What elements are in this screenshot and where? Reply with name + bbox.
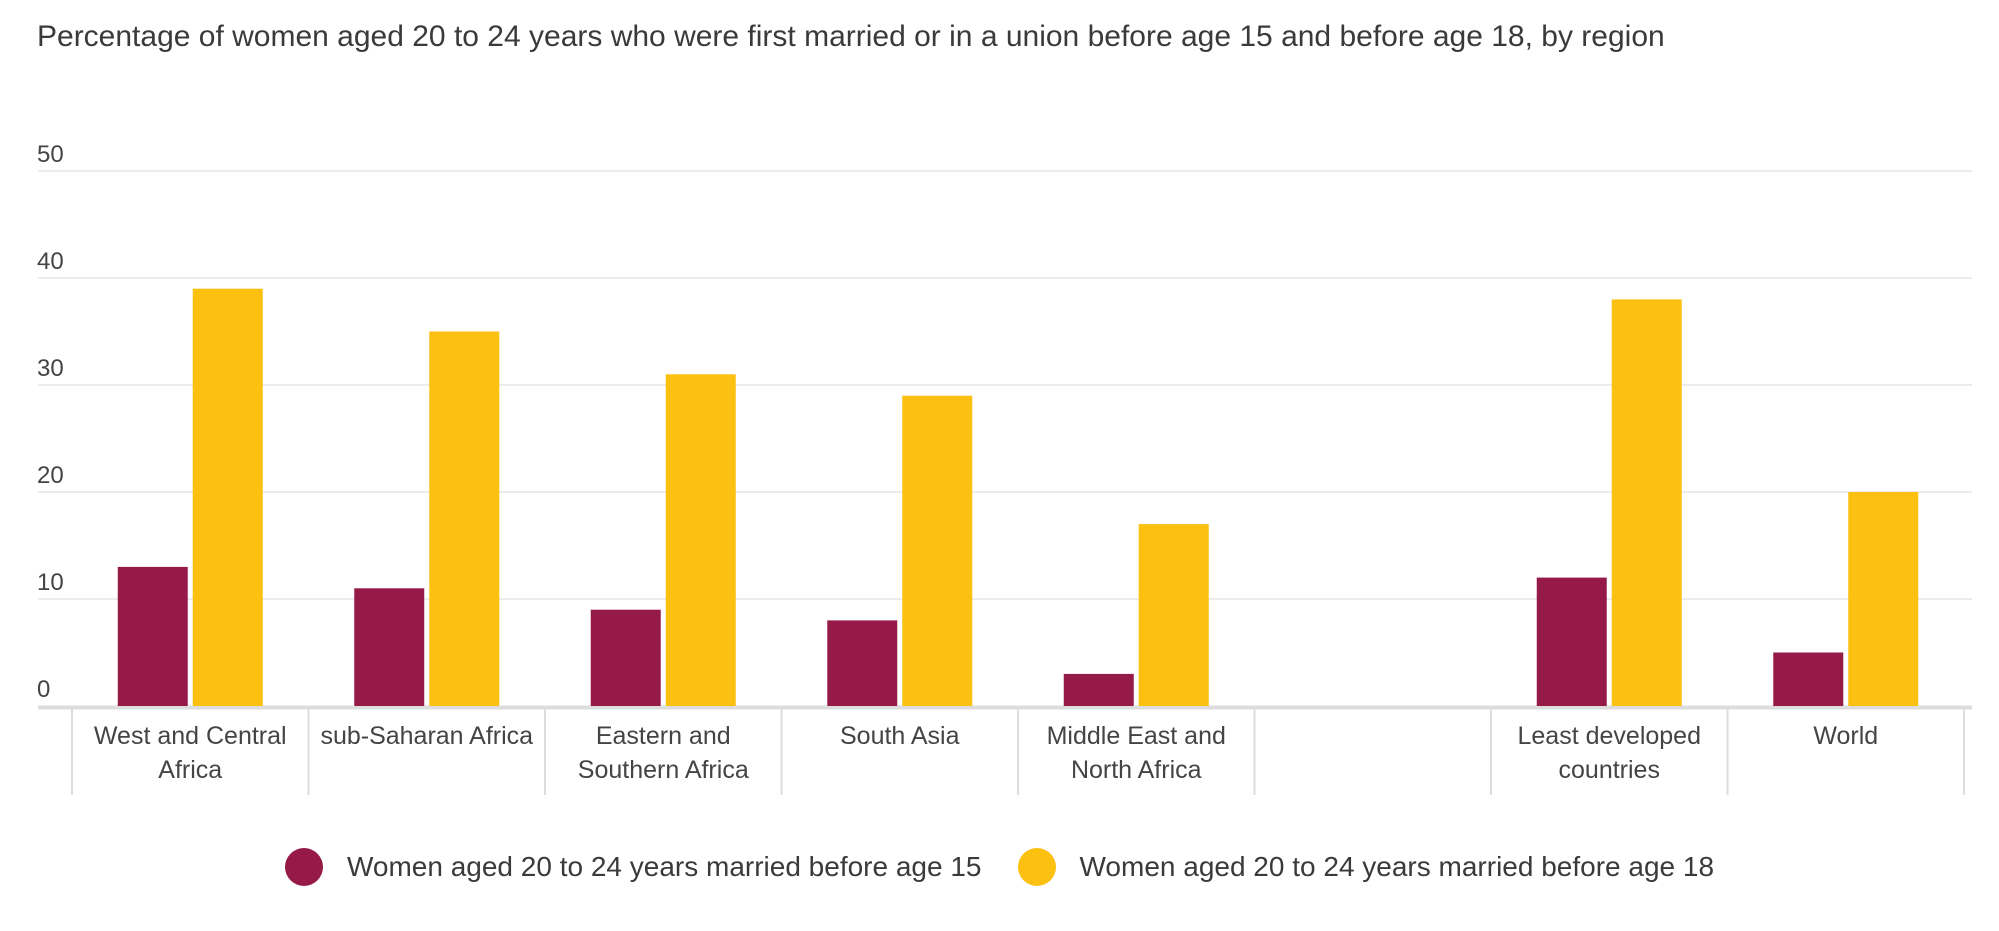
bar-before-15 bbox=[354, 588, 425, 706]
x-tick-label: West and Central bbox=[94, 722, 287, 750]
bar-before-18 bbox=[665, 374, 736, 706]
y-tick-label: 50 bbox=[37, 141, 64, 168]
x-tick-label: Africa bbox=[158, 756, 222, 784]
legend-swatch bbox=[1017, 848, 1056, 886]
y-tick-label: 30 bbox=[37, 355, 64, 382]
bar-before-15 bbox=[1773, 652, 1844, 706]
bar-before-18 bbox=[1611, 299, 1682, 706]
x-tick-label: South Asia bbox=[840, 722, 960, 750]
chart-title: Percentage of women aged 20 to 24 years … bbox=[37, 20, 1665, 53]
legend-label: Women aged 20 to 24 years married before… bbox=[346, 851, 982, 882]
x-tick-label: Middle East and bbox=[1047, 722, 1226, 750]
bar-before-18 bbox=[1848, 492, 1919, 706]
bar-before-18 bbox=[902, 395, 973, 706]
chart-legend: Women aged 20 to 24 years married before… bbox=[0, 848, 1999, 886]
legend-item: Women aged 20 to 24 years married before… bbox=[1017, 848, 1715, 886]
x-tick-label: North Africa bbox=[1071, 756, 1202, 784]
x-tick-label: Eastern and bbox=[596, 722, 731, 750]
bar-before-15 bbox=[117, 566, 188, 706]
legend-item: Women aged 20 to 24 years married before… bbox=[284, 848, 982, 886]
legend-swatch bbox=[284, 848, 323, 886]
y-tick-label: 20 bbox=[37, 462, 64, 489]
y-tick-label: 0 bbox=[37, 676, 50, 703]
x-tick-label: World bbox=[1813, 722, 1878, 750]
bar-before-18 bbox=[192, 288, 263, 706]
bar-before-18 bbox=[1138, 524, 1209, 706]
bar-before-15 bbox=[1536, 577, 1607, 706]
x-tick-label: sub-Saharan Africa bbox=[320, 722, 533, 750]
y-tick-label: 10 bbox=[37, 569, 64, 596]
bar-before-15 bbox=[827, 620, 898, 706]
bar-before-15 bbox=[590, 609, 661, 706]
x-tick-label: Southern Africa bbox=[578, 756, 749, 784]
bar-before-18 bbox=[429, 331, 500, 706]
y-tick-label: 40 bbox=[37, 248, 64, 275]
x-tick-label: countries bbox=[1559, 756, 1660, 784]
x-tick-label: Least developed bbox=[1518, 722, 1701, 750]
bar-before-15 bbox=[1063, 673, 1134, 706]
legend-label: Women aged 20 to 24 years married before… bbox=[1079, 851, 1715, 882]
